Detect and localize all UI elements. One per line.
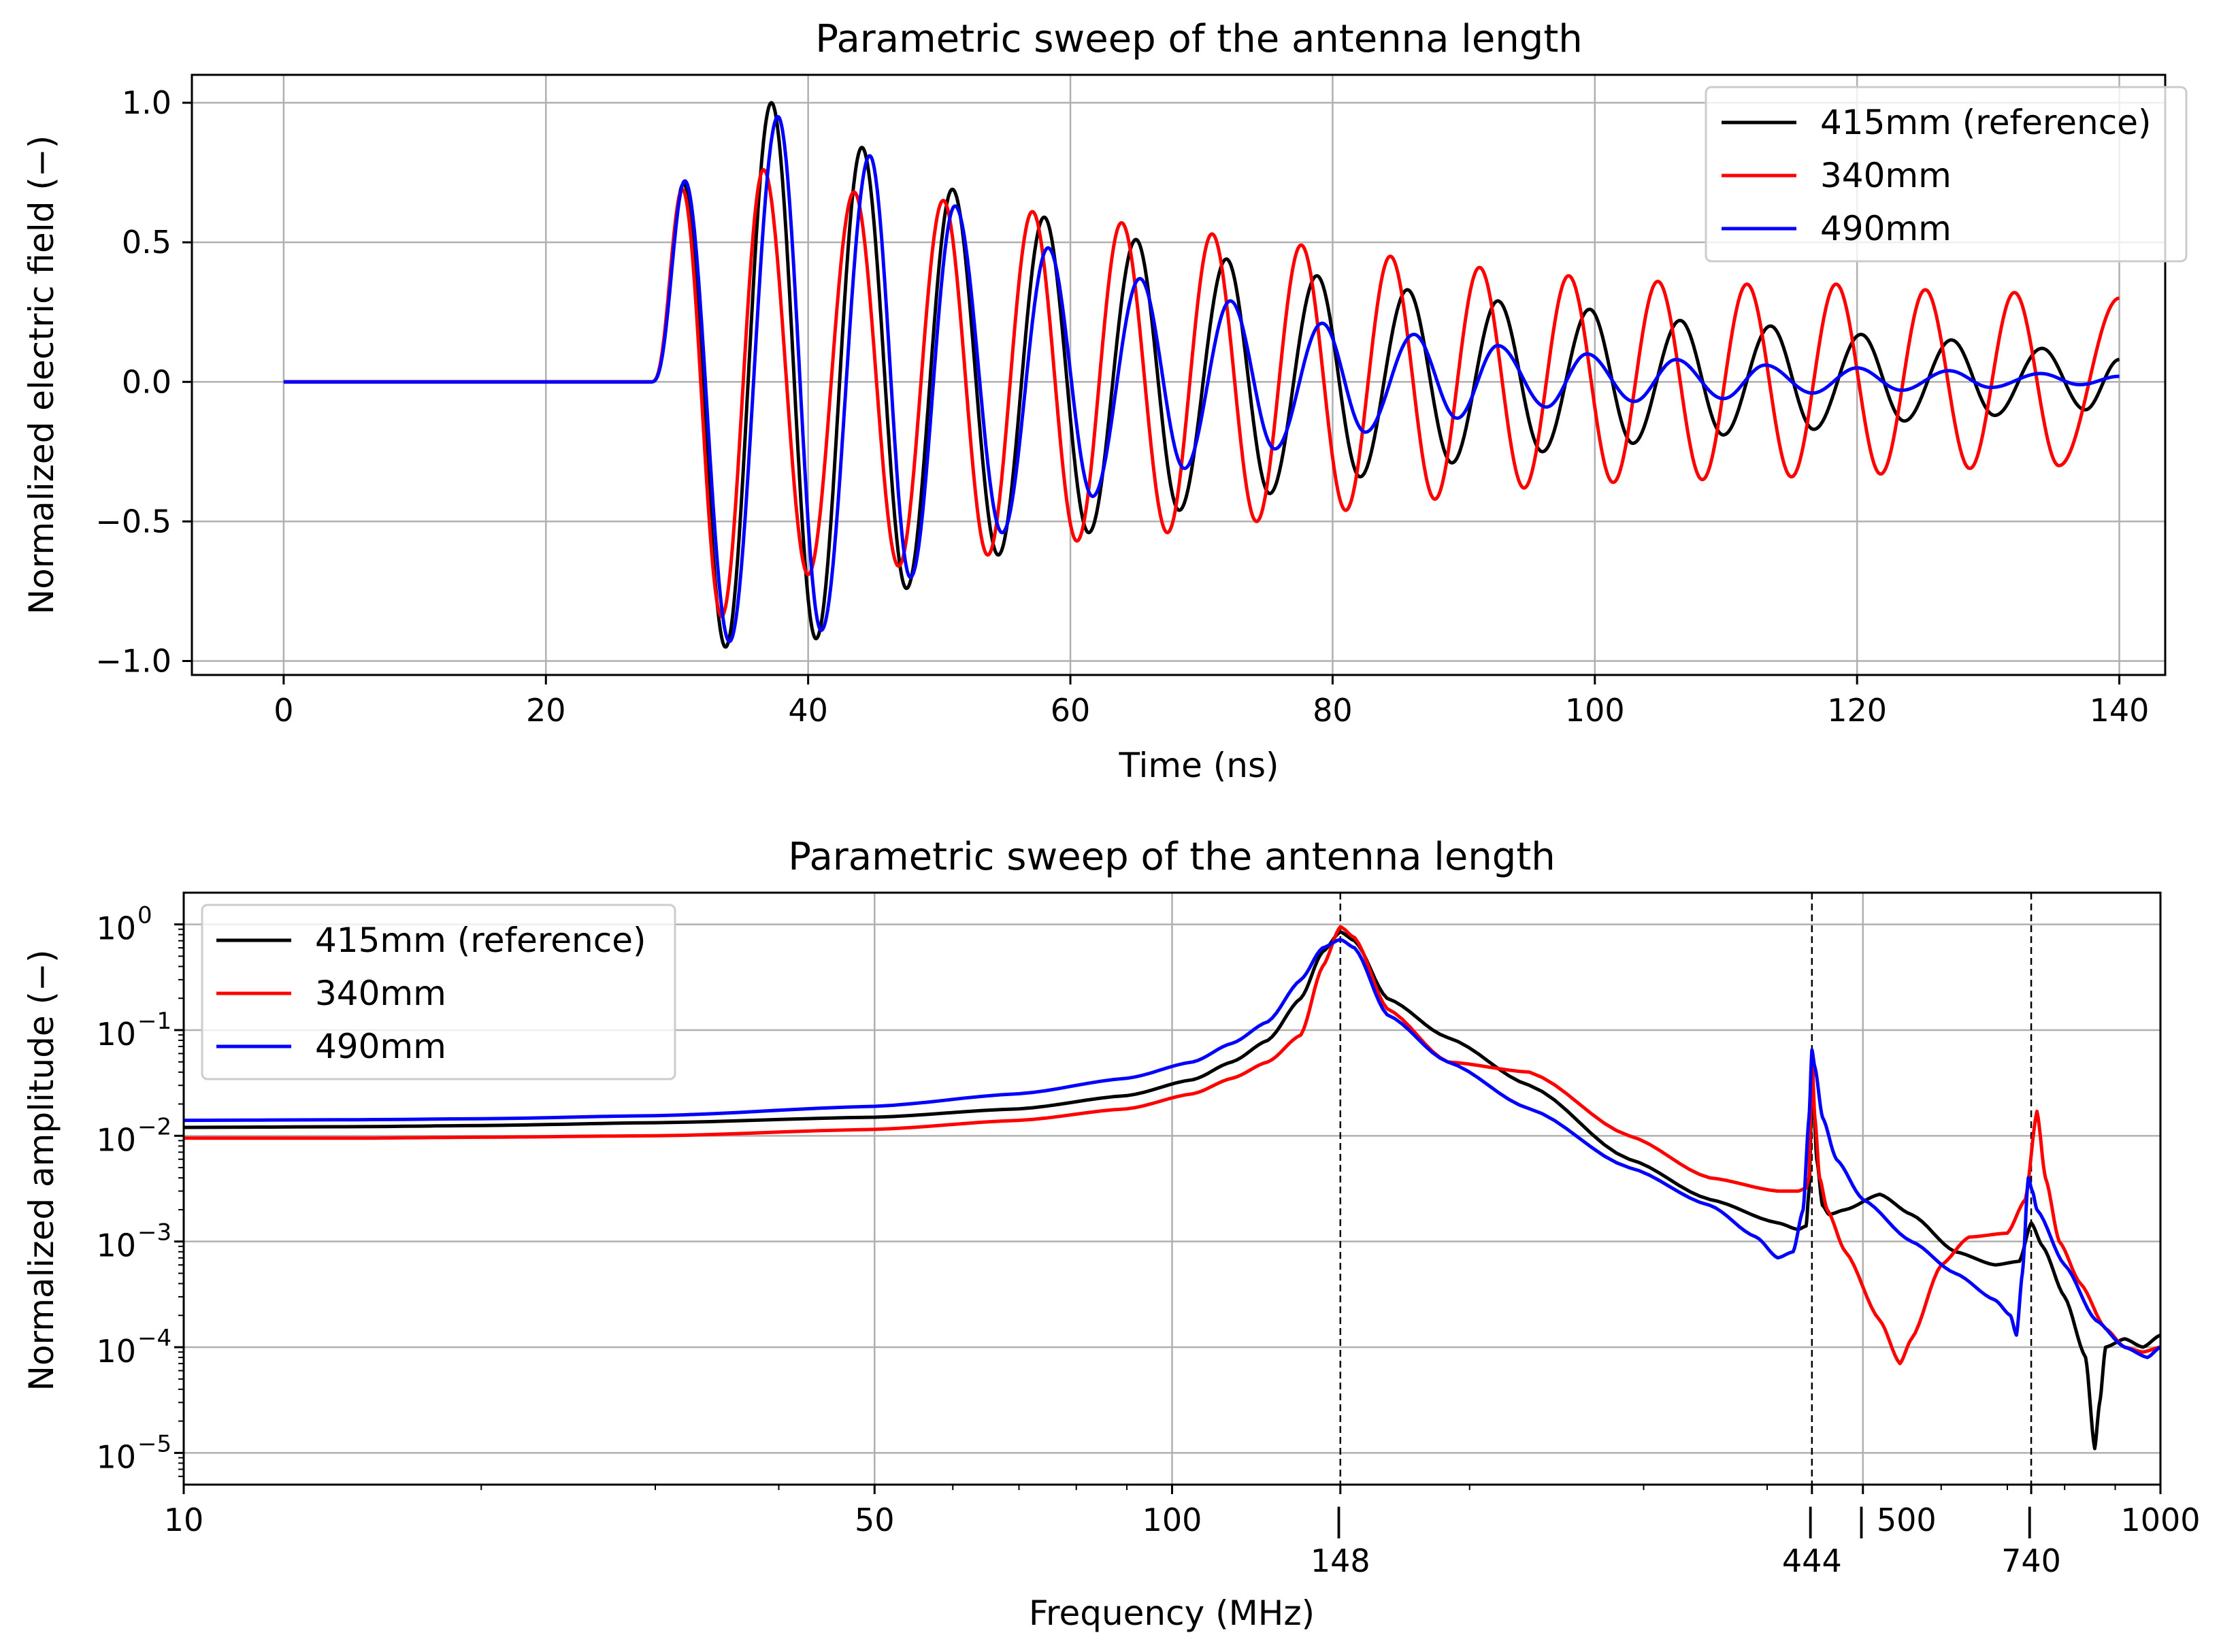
chart1-series (282, 101, 2121, 649)
chart1-ytick-label: 0.5 (122, 224, 171, 261)
chart2-resonance-label: 148 (1311, 1542, 1370, 1579)
chart2-xtick-label: 1000 (2120, 1502, 2200, 1538)
chart1-legend: 415mm (reference) 340mm 490mm (1705, 86, 2188, 263)
chart1-xtick-label: 0 (274, 692, 293, 729)
chart2-resonance-label-bar: | (1805, 1502, 1816, 1539)
chart1-xtick-label: 140 (2090, 692, 2150, 729)
chart2-xtick-label: 50 (855, 1502, 895, 1538)
chart1-legend-label-340: 340mm (1820, 156, 1952, 195)
chart2-xtick-label: | 500 (1856, 1502, 1937, 1539)
chart2-series-line-2 (184, 938, 2160, 1359)
chart2-ytick-label: 10 (96, 1333, 136, 1370)
chart2-legend-label-490: 490mm (315, 1027, 446, 1066)
chart1-series-line-2 (282, 115, 2121, 644)
chart2-resonance-label-bar: | (1334, 1502, 1345, 1539)
chart2-series (184, 925, 2160, 1451)
chart2-ytick-exponent: −5 (137, 1430, 171, 1457)
chart2-ytick-exponent: −2 (137, 1113, 171, 1140)
chart2-xtick-label: 100 (1142, 1502, 1202, 1538)
chart1-frame (191, 73, 2167, 676)
chart2-ytick-label: 10 (96, 1227, 136, 1264)
time-domain-chart: Parametric sweep of the antenna length 0… (22, 17, 2188, 785)
chart2-ytick-label: 10 (96, 1438, 136, 1475)
chart2-resonance-label-bar: | (2024, 1502, 2035, 1539)
chart1-xtick-label: 80 (1313, 692, 1353, 729)
frequency-domain-chart: Parametric sweep of the antenna length 1… (22, 835, 2201, 1633)
chart2-legend-label-reference: 415mm (reference) (315, 921, 646, 960)
chart2-legend: 415mm (reference) 340mm 490mm (201, 904, 676, 1080)
chart1-ytick-label: −0.5 (95, 503, 171, 540)
chart1-xtick-label: 60 (1051, 692, 1091, 729)
chart2-ytick-exponent: 0 (137, 902, 152, 929)
chart1-xtick-label: 20 (526, 692, 566, 729)
chart1-ytick-label: 0.0 (122, 363, 171, 400)
chart2-series-line-0 (184, 930, 2160, 1451)
chart2-ytick-label: 10 (96, 1121, 136, 1158)
chart2-resonance-label: 740 (2001, 1542, 2061, 1579)
chart1-xtick-label: 40 (788, 692, 828, 729)
chart2-legend-label-340: 340mm (315, 974, 446, 1013)
chart2-ytick-exponent: −4 (137, 1325, 171, 1352)
chart2-x-ticks: 10 50 100 | 500 1000|148|444|740 (164, 1485, 2201, 1579)
chart1-ytick-label: 1.0 (122, 84, 171, 121)
chart1-legend-box (1705, 86, 2188, 263)
chart2-ytick-exponent: −3 (137, 1219, 171, 1246)
chart2-title: Parametric sweep of the antenna length (788, 835, 1556, 879)
chart2-legend-box (201, 904, 676, 1080)
chart1-x-ticks: 0 20 40 60 80 100 120 140 (274, 675, 2149, 729)
chart1-legend-label-reference: 415mm (reference) (1820, 103, 2152, 142)
chart1-xtick-label: 100 (1565, 692, 1625, 729)
chart2-ytick-label: 10 (96, 1016, 136, 1053)
chart2-ytick-exponent: −1 (137, 1008, 171, 1035)
chart2-ytick-label: 10 (96, 910, 136, 947)
chart1-legend-label-490: 490mm (1820, 209, 1952, 248)
chart1-y-ticks: 1.0 0.5 0.0 −0.5 −1.0 (95, 84, 192, 679)
chart1-ylabel: Normalized electric field (−) (22, 135, 61, 614)
chart1-ytick-label: −1.0 (95, 642, 171, 679)
chart2-resonance-label: 444 (1782, 1542, 1842, 1579)
chart2-xlabel: Frequency (MHz) (1029, 1593, 1315, 1633)
chart2-xtick-label: 10 (164, 1502, 204, 1538)
chart1-title: Parametric sweep of the antenna length (815, 17, 1583, 61)
chart1-xtick-label: 120 (1827, 692, 1887, 729)
chart2-ylabel: Normalized amplitude (−) (22, 950, 61, 1391)
chart1-xlabel: Time (ns) (1118, 746, 1279, 785)
